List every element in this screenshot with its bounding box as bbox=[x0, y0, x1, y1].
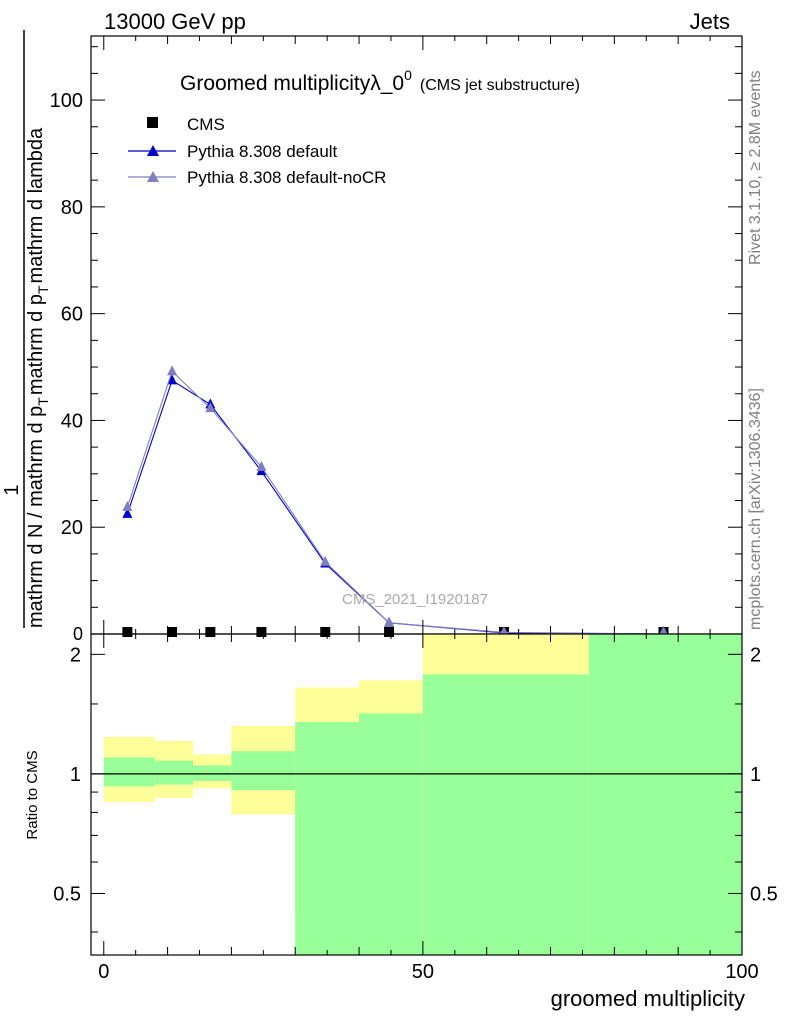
x-tick-label: 0 bbox=[98, 961, 109, 983]
x-tick-label: 50 bbox=[412, 961, 434, 983]
ratio-frame bbox=[90, 633, 743, 956]
ratio-tick-label-left: 1 bbox=[70, 764, 81, 786]
ratio-tick-label-left: 2 bbox=[70, 644, 81, 666]
mc-data-point bbox=[256, 460, 267, 471]
header-process-label: Jets bbox=[690, 9, 730, 34]
ratio-tick-label-right: 1 bbox=[750, 764, 761, 786]
mc-data-point bbox=[205, 402, 216, 413]
analysis-watermark: CMS_2021_I1920187 bbox=[342, 591, 488, 608]
y-tick-label: 60 bbox=[61, 304, 83, 326]
legend: CMS Pythia 8.308 default Pythia 8.308 de… bbox=[128, 115, 386, 187]
cms-data-point bbox=[205, 627, 216, 637]
legend-label-nocr: Pythia 8.308 default-noCR bbox=[187, 168, 386, 187]
ratio-green-band bbox=[154, 760, 194, 785]
ratio-green-band bbox=[359, 713, 423, 955]
cms-data-point bbox=[320, 627, 331, 637]
y-label-denominator: mathrm d N / mathrm d pTmathrm d pTmathr… bbox=[25, 127, 51, 628]
y-tick-label: 20 bbox=[61, 517, 83, 539]
legend-label-cms: CMS bbox=[187, 115, 225, 134]
ratio-green-band bbox=[588, 634, 742, 955]
y-label-numerator: 1 bbox=[1, 484, 23, 495]
mc-data-point bbox=[122, 500, 133, 511]
y-tick-label: 100 bbox=[50, 90, 83, 112]
y-tick-label-zero: 0 bbox=[73, 624, 83, 644]
ratio-green-band bbox=[193, 765, 232, 781]
mcplots-source-label: mcplots.cern.ch [arXiv:1306.3436] bbox=[747, 388, 764, 630]
series-line bbox=[126, 370, 664, 635]
mc-data-point bbox=[167, 374, 178, 385]
cms-data-point bbox=[256, 627, 267, 637]
chart-title: Groomed multiplicityλ_00(CMS jet substru… bbox=[180, 67, 580, 95]
legend-label-default: Pythia 8.308 default bbox=[187, 142, 338, 161]
cms-data-point bbox=[122, 627, 133, 637]
ratio-green-band bbox=[231, 751, 296, 791]
mc-data-point bbox=[122, 507, 133, 518]
main-y-axis-label: 1 mathrm d N / mathrm d pTmathrm d pTmat… bbox=[1, 30, 51, 628]
ratio-plot: 0 50 100 0.5 0.5 1 1 2 2 bbox=[53, 620, 778, 983]
y-tick-label: 40 bbox=[61, 410, 83, 432]
cms-data-point bbox=[167, 627, 178, 637]
ratio-y-axis-label: Ratio to CMS bbox=[24, 750, 41, 839]
rivet-version-label: Rivet 3.1.10, ≥ 2.8M events bbox=[747, 70, 764, 265]
y-tick-label: 80 bbox=[61, 197, 83, 219]
ratio-tick-label-right: 2 bbox=[750, 644, 761, 666]
legend-marker-nocr bbox=[147, 171, 159, 182]
mc-data-point bbox=[320, 555, 331, 566]
cms-data-point bbox=[384, 627, 395, 637]
ratio-tick-label-left: 0.5 bbox=[53, 883, 81, 905]
mc-data-point bbox=[167, 365, 178, 376]
x-axis-label: groomed multiplicity bbox=[551, 986, 745, 1011]
legend-marker-cms bbox=[147, 117, 158, 128]
ratio-green-band bbox=[422, 674, 589, 955]
header-energy-label: 13000 GeV pp bbox=[104, 9, 246, 34]
x-tick-label: 100 bbox=[725, 961, 758, 983]
mc-data-point bbox=[384, 616, 395, 627]
ratio-green-band bbox=[103, 757, 155, 787]
legend-marker-default bbox=[147, 145, 159, 156]
ratio-green-band bbox=[295, 722, 360, 955]
ratio-tick-label-right: 0.5 bbox=[750, 883, 778, 905]
